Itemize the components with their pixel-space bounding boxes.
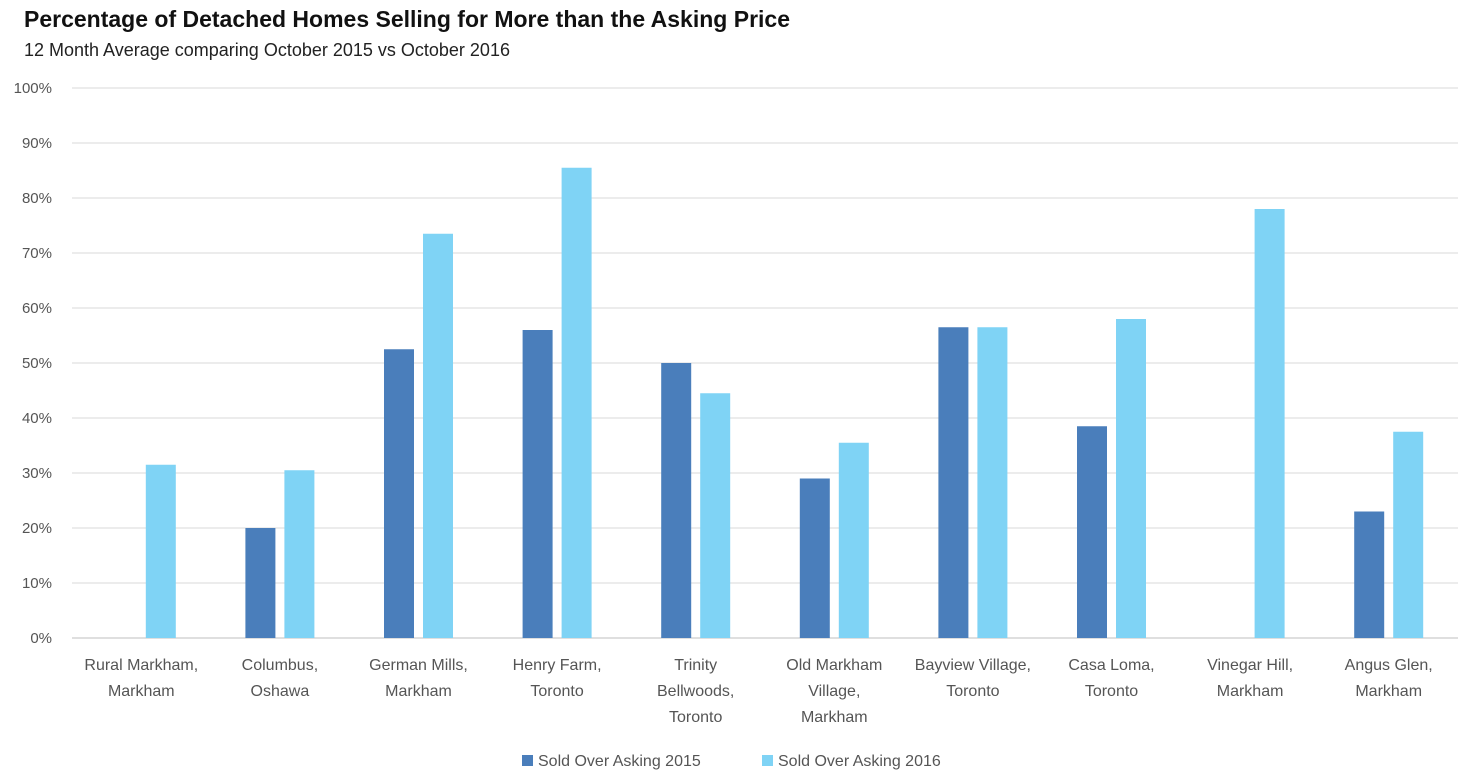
chart-subtitle: 12 Month Average comparing October 2015 … — [24, 40, 510, 60]
legend-entry: Sold Over Asking 2015 — [538, 753, 701, 770]
bar — [245, 528, 276, 638]
x-tick-label: Bellwoods, — [657, 683, 734, 700]
x-tick-label: Toronto — [530, 683, 583, 700]
x-tick-label: Markham — [801, 709, 868, 726]
legend-swatch — [522, 755, 533, 766]
bars — [145, 167, 1424, 638]
bar — [1077, 426, 1107, 638]
x-tick-label: Trinity — [674, 657, 717, 674]
bar — [1393, 431, 1424, 638]
y-tick-label: 30% — [22, 465, 52, 482]
bar — [1116, 319, 1146, 638]
bar — [284, 470, 315, 638]
bar — [799, 478, 830, 638]
x-tick-label: Toronto — [946, 683, 999, 700]
x-tick-label: German Mills, — [369, 657, 468, 674]
x-tick-label: Angus Glen, — [1345, 657, 1433, 674]
legend: Sold Over Asking 2015 Sold Over Asking 20… — [522, 753, 941, 770]
gridlines — [72, 87, 1458, 639]
y-tick-label: 0% — [30, 630, 52, 647]
x-tick-label: Markham — [1217, 683, 1284, 700]
x-tick-label: Rural Markham, — [84, 657, 198, 674]
y-tick-label: 50% — [22, 355, 52, 372]
x-tick-label: Casa Loma, — [1068, 657, 1154, 674]
y-tick-label: 100% — [14, 80, 52, 97]
bar — [1354, 511, 1385, 638]
legend-swatch — [762, 755, 773, 766]
bar — [561, 167, 592, 638]
x-tick-label: Toronto — [669, 709, 722, 726]
bar — [700, 393, 731, 638]
bar — [145, 464, 176, 638]
bar — [1254, 209, 1285, 638]
x-tick-label: Village, — [808, 683, 860, 700]
y-tick-label: 80% — [22, 190, 52, 207]
chart-title: Percentage of Detached Homes Selling for… — [24, 6, 790, 32]
x-tick-label: Bayview Village, — [915, 657, 1031, 674]
bar — [977, 327, 1008, 638]
x-axis: Rural Markham, Markham Columbus, Oshawa Germ… — [84, 657, 1432, 726]
x-tick-label: Markham — [1355, 683, 1422, 700]
y-axis: 0% 10% 20% 30% 40% 50% 60% 70% 80% 90% 100% — [14, 80, 52, 647]
x-tick-label: Henry Farm, — [513, 657, 602, 674]
y-tick-label: 70% — [22, 245, 52, 262]
bar — [522, 330, 553, 638]
x-tick-label: Markham — [108, 683, 175, 700]
y-tick-label: 40% — [22, 410, 52, 427]
x-tick-label: Toronto — [1085, 683, 1138, 700]
x-tick-label: Oshawa — [251, 683, 310, 700]
x-tick-label: Columbus, — [242, 657, 318, 674]
x-tick-label: Vinegar Hill, — [1207, 657, 1293, 674]
bar — [938, 327, 969, 638]
y-tick-label: 20% — [22, 520, 52, 537]
bar — [423, 233, 453, 638]
y-tick-label: 90% — [22, 135, 52, 152]
legend-entry: Sold Over Asking 2016 — [778, 753, 941, 770]
bar — [384, 349, 414, 638]
bar — [838, 442, 869, 638]
bar — [661, 363, 692, 638]
y-tick-label: 60% — [22, 300, 52, 317]
y-tick-label: 10% — [22, 575, 52, 592]
x-tick-label: Markham — [385, 683, 452, 700]
x-tick-label: Old Markham — [786, 657, 882, 674]
